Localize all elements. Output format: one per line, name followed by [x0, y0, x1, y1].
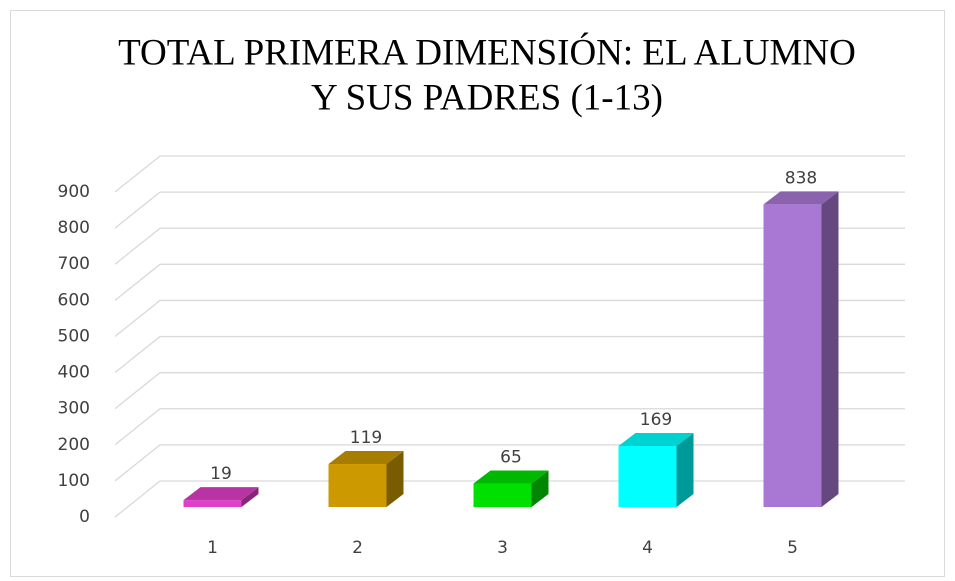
grid-line [114, 227, 905, 265]
y-tick-label: 800 [58, 218, 90, 238]
bar-side [386, 451, 404, 507]
bar [618, 445, 677, 507]
y-tick-label: 600 [58, 290, 90, 310]
bar-side [821, 191, 839, 507]
grid-line [114, 372, 905, 410]
grid-line [114, 191, 905, 229]
chart-title: TOTAL PRIMERA DIMENSIÓN: EL ALUMNO [118, 31, 856, 73]
bar [328, 464, 387, 507]
y-tick-label: 900 [58, 182, 90, 202]
data-label: 65 [500, 448, 522, 468]
y-tick-label: 700 [58, 254, 90, 274]
x-tick-label: 5 [787, 538, 798, 558]
x-tick-label: 2 [352, 538, 363, 558]
data-label: 19 [210, 464, 232, 484]
data-label: 169 [640, 410, 672, 430]
grid-line [114, 155, 905, 193]
bar-top [763, 191, 839, 205]
grid-line [114, 408, 905, 446]
y-tick-label: 300 [58, 399, 90, 419]
y-tick-label: 0 [79, 507, 90, 527]
y-tick-label: 500 [58, 326, 90, 346]
bar-side [676, 432, 694, 507]
chart-title: Y SUS PADRES (1-13) [311, 77, 663, 118]
x-tick-label: 3 [497, 538, 508, 558]
bar-top [328, 451, 404, 465]
bar-side [241, 487, 259, 507]
grid-line [114, 263, 905, 301]
bar-side [531, 470, 549, 507]
bar [763, 204, 822, 507]
grid-line [114, 335, 905, 374]
bar-top [473, 470, 549, 484]
bar [183, 500, 242, 507]
data-label: 119 [350, 428, 382, 448]
y-tick-label: 400 [58, 363, 90, 383]
data-label: 838 [785, 168, 817, 188]
bar-top [183, 487, 259, 501]
y-tick-label: 200 [58, 435, 90, 455]
x-tick-label: 4 [642, 538, 653, 558]
bar [473, 483, 532, 507]
grid-line [114, 299, 905, 337]
bar-top [618, 432, 694, 446]
x-tick-label: 1 [207, 538, 218, 558]
y-tick-label: 100 [58, 471, 90, 491]
